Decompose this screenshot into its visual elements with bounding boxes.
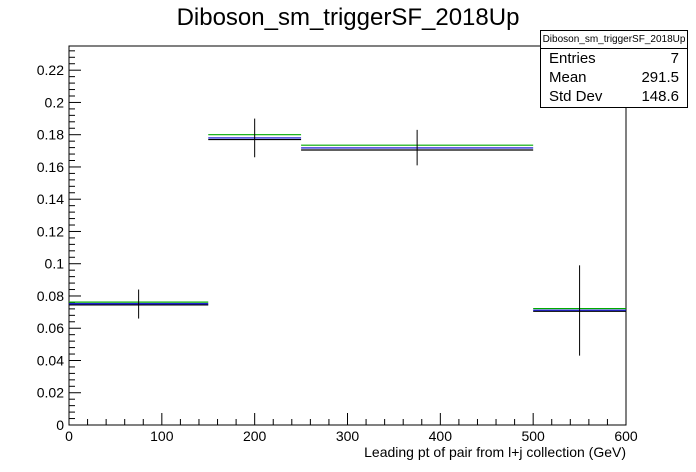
x-tick-label: 600 bbox=[614, 428, 638, 444]
x-tick-label: 400 bbox=[429, 428, 453, 444]
stats-box: Diboson_sm_triggerSF_2018Up Entries 7 Me… bbox=[540, 30, 688, 108]
y-tick-label: 0.12 bbox=[37, 223, 64, 239]
stats-std-row: Std Dev 148.6 bbox=[541, 87, 687, 106]
mean-value: 291.5 bbox=[641, 69, 679, 86]
y-tick-label: 0.02 bbox=[37, 385, 64, 401]
y-tick-label: 0.22 bbox=[37, 62, 64, 78]
y-tick-label: 0.18 bbox=[37, 127, 64, 143]
x-tick-label: 0 bbox=[65, 428, 73, 444]
x-axis-label: Leading pt of pair from l+j collection (… bbox=[364, 444, 626, 460]
y-tick-label: 0 bbox=[56, 417, 64, 433]
stats-mean-row: Mean 291.5 bbox=[541, 68, 687, 87]
entries-label: Entries bbox=[549, 50, 596, 67]
y-tick-label: 0.08 bbox=[37, 288, 64, 304]
x-tick-label: 500 bbox=[521, 428, 545, 444]
stats-entries-row: Entries 7 bbox=[541, 49, 687, 68]
y-tick-label: 0.2 bbox=[45, 94, 65, 110]
x-tick-label: 200 bbox=[243, 428, 267, 444]
y-tick-label: 0.1 bbox=[45, 256, 65, 272]
y-tick-label: 0.14 bbox=[37, 191, 64, 207]
x-tick-label: 100 bbox=[150, 428, 174, 444]
mean-label: Mean bbox=[549, 69, 587, 86]
y-tick-label: 0.06 bbox=[37, 320, 64, 336]
y-tick-label: 0.04 bbox=[37, 352, 64, 368]
stats-box-title: Diboson_sm_triggerSF_2018Up bbox=[541, 31, 687, 49]
entries-value: 7 bbox=[670, 50, 679, 67]
x-tick-label: 300 bbox=[336, 428, 360, 444]
chart-title: Diboson_sm_triggerSF_2018Up bbox=[176, 4, 520, 31]
std-value: 148.6 bbox=[641, 88, 679, 105]
std-label: Std Dev bbox=[549, 88, 603, 105]
y-tick-label: 0.16 bbox=[37, 159, 64, 175]
